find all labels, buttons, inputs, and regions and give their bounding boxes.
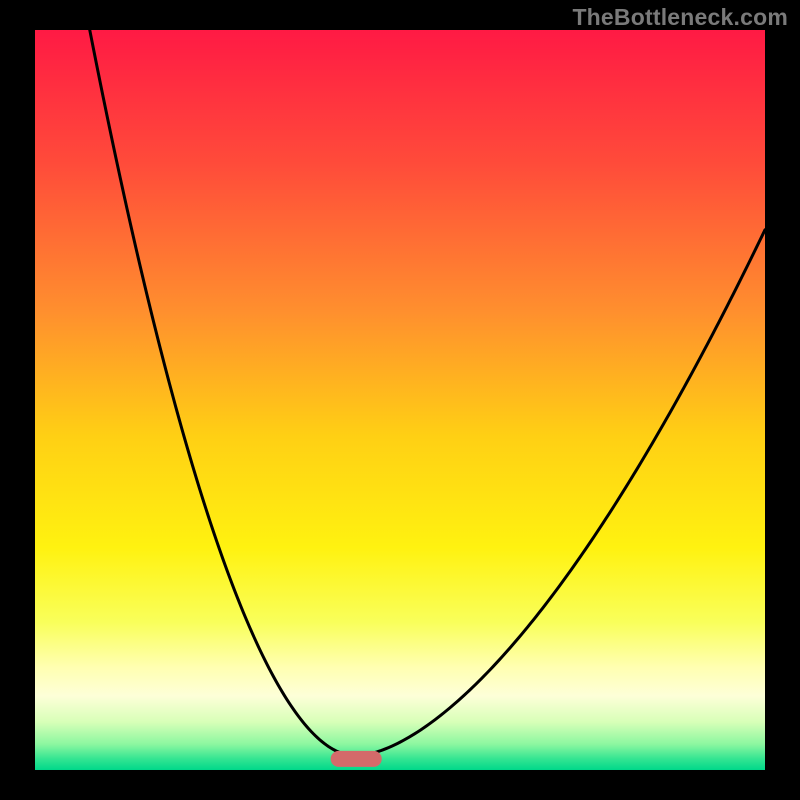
watermark-text: TheBottleneck.com	[572, 4, 788, 31]
optimum-marker	[331, 751, 382, 767]
chart-svg	[0, 0, 800, 800]
bottleneck-chart: TheBottleneck.com	[0, 0, 800, 800]
plot-background-gradient	[35, 30, 765, 770]
